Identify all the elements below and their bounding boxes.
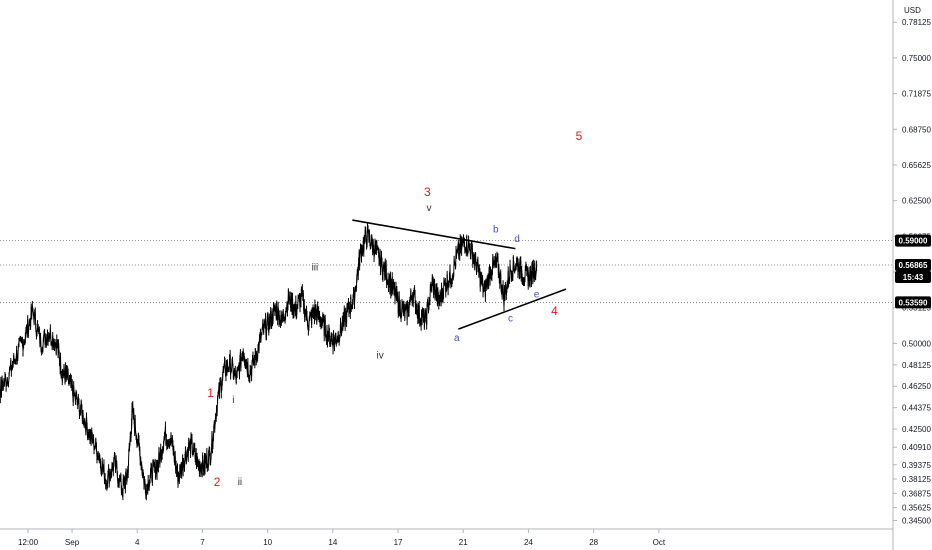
- y-tick-label: 0.71875: [902, 90, 931, 99]
- wave-label: 3: [424, 185, 431, 199]
- x-tick-label: Sep: [65, 538, 80, 547]
- price-levels: [0, 240, 893, 303]
- x-tick-label: 12:00: [18, 538, 39, 547]
- y-tick-label: 0.39375: [902, 461, 931, 470]
- wave-label: c: [508, 314, 513, 325]
- triangle-upper-line[interactable]: [352, 219, 516, 250]
- price-scale-ticks: 0.78125 0.75000 0.71875 0.68750 0.65625 0.625…: [893, 18, 931, 525]
- y-tick-label: 0.48125: [902, 361, 931, 370]
- wave-label: iv: [376, 350, 383, 361]
- price-badge-label: 0.53590: [899, 298, 928, 307]
- wave-label: a: [454, 333, 460, 344]
- y-tick-label: 0.38125: [902, 475, 931, 484]
- price-badge-label: 0.56865: [899, 261, 928, 270]
- wave-label: e: [534, 290, 540, 301]
- x-tick-label: 4: [135, 538, 140, 547]
- wave-label: 4: [551, 304, 558, 318]
- countdown-badge: [895, 271, 931, 284]
- y-tick-label: 0.50000: [902, 339, 931, 348]
- y-tick-label: 0.62500: [902, 197, 931, 206]
- wave-label: iii: [312, 262, 319, 273]
- wave-label: 2: [214, 475, 221, 489]
- wave-label: b: [493, 225, 499, 236]
- triangle-lower-line[interactable]: [458, 288, 567, 330]
- x-tick-label: 28: [589, 538, 598, 547]
- price-badge: [895, 296, 931, 309]
- y-tick-label: 0.68750: [902, 125, 931, 134]
- x-tick-label: 24: [524, 538, 533, 547]
- y-tick-label: 0.46250: [902, 382, 931, 391]
- price-badge: [895, 259, 931, 272]
- price-badge: [895, 234, 931, 247]
- y-tick-label: 0.36875: [902, 489, 931, 498]
- price-series: [0, 222, 538, 501]
- y-tick-label: 0.42500: [902, 425, 931, 434]
- x-tick-label: 21: [459, 538, 468, 547]
- trend-lines[interactable]: [352, 219, 567, 330]
- wave-label: ii: [238, 477, 242, 488]
- y-tick-label: 0.75000: [902, 54, 931, 63]
- wave-label: i: [232, 395, 234, 406]
- wave-label: d: [514, 234, 520, 245]
- x-tick-label: 7: [200, 538, 205, 547]
- y-tick-label: 0.34500: [902, 516, 931, 525]
- currency-label: USD: [904, 6, 921, 15]
- x-tick-label: 10: [263, 538, 272, 547]
- x-tick-label: 17: [394, 538, 403, 547]
- time-scale-ticks: 12:00 Sep 4 7 10 14 17 21 24 28 Oct: [18, 529, 666, 547]
- x-tick-label: Oct: [653, 538, 666, 547]
- y-tick-label: 0.35625: [902, 504, 931, 513]
- y-tick-label: 0.40910: [902, 443, 931, 452]
- price-badges: 0.59000 0.56865 15:43 0.53590: [895, 234, 931, 309]
- y-tick-label: 0.44375: [902, 404, 931, 413]
- wave-label: 5: [576, 129, 583, 143]
- wave-label: 1: [207, 386, 214, 400]
- y-tick-label: 0.65625: [902, 161, 931, 170]
- x-tick-label: 14: [328, 538, 337, 547]
- y-tick-label: 0.78125: [902, 18, 931, 27]
- countdown-label: 15:43: [903, 273, 924, 282]
- wave-label: v: [427, 203, 432, 214]
- price-badge-label: 0.59000: [899, 237, 928, 246]
- price-line: [0, 226, 538, 499]
